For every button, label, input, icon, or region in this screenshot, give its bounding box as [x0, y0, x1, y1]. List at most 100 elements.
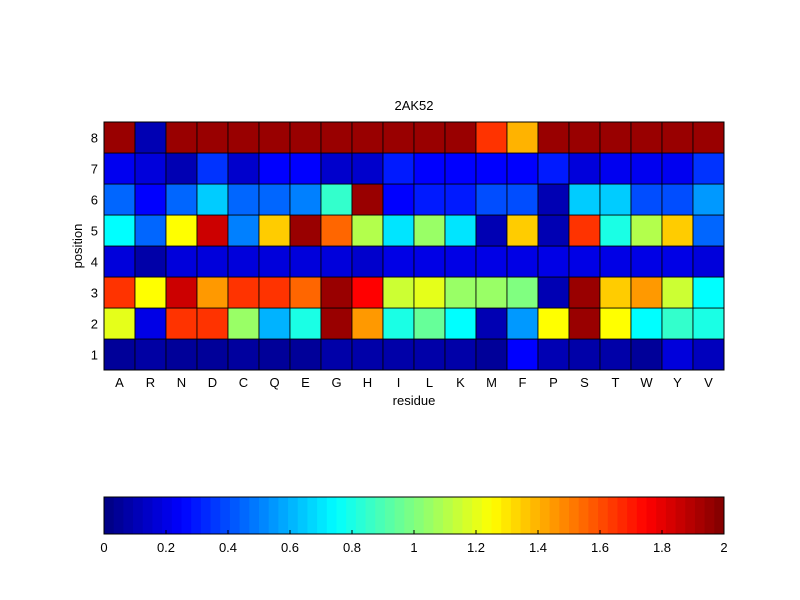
- heatmap-cell: [630, 152, 663, 185]
- heatmap-cell: [351, 214, 384, 247]
- heatmap-cell: [227, 183, 260, 216]
- x-tick-label: F: [519, 375, 527, 390]
- heatmap-cell: [134, 152, 167, 185]
- colorbar-swatch: [472, 497, 483, 534]
- colorbar-tick-label: 0: [100, 540, 107, 555]
- colorbar-swatch: [443, 497, 454, 534]
- heatmap-cell: [568, 307, 601, 340]
- heatmap-cell: [506, 276, 539, 309]
- colorbar-tick-label: 0.4: [219, 540, 237, 555]
- heatmap-cell: [506, 152, 539, 185]
- colorbar-tick-labels: 0 0.2 0.4 0.6 0.8 1 1.2 1.4 1.6 1.8 2: [100, 530, 728, 555]
- heatmap-cell: [258, 183, 291, 216]
- colorbar-tick-label: 1.2: [467, 540, 485, 555]
- colorbar-swatch: [646, 497, 657, 534]
- heatmap-cell: [351, 183, 384, 216]
- heatmap-cell: [134, 121, 167, 154]
- heatmap-cell: [351, 245, 384, 278]
- heatmap-cell: [661, 152, 694, 185]
- heatmap-cell: [196, 245, 229, 278]
- heatmap-cell: [258, 338, 291, 371]
- heatmap-cell: [382, 338, 415, 371]
- heatmap-cell: [661, 183, 694, 216]
- heatmap-cell: [227, 245, 260, 278]
- heatmap-cell: [599, 152, 632, 185]
- heatmap-cell: [196, 121, 229, 154]
- heatmap-cell: [630, 121, 663, 154]
- heatmap-cell: [165, 338, 198, 371]
- colorbar-swatch: [569, 497, 580, 534]
- colorbar-swatch: [191, 497, 202, 534]
- heatmap-cell: [165, 307, 198, 340]
- heatmap-cell: [165, 276, 198, 309]
- heatmap-cell: [444, 214, 477, 247]
- colorbar-swatch: [288, 497, 299, 534]
- y-tick-label: 1: [91, 348, 98, 363]
- heatmap-cell: [599, 121, 632, 154]
- heatmap-cell: [568, 214, 601, 247]
- heatmap-cell: [661, 338, 694, 371]
- heatmap-cell: [661, 245, 694, 278]
- colorbar-swatch: [617, 497, 628, 534]
- y-axis-label: position: [70, 224, 85, 269]
- colorbar-swatch: [268, 497, 279, 534]
- y-tick-label: 6: [91, 193, 98, 208]
- heatmap-cell: [599, 245, 632, 278]
- colorbar-swatch: [142, 497, 153, 534]
- colorbar-swatch: [607, 497, 618, 534]
- colorbar-tick-label: 1: [410, 540, 417, 555]
- heatmap-cell: [289, 121, 322, 154]
- colorbar-swatch: [685, 497, 696, 534]
- heatmap-cell: [692, 214, 725, 247]
- heatmap-cell: [289, 338, 322, 371]
- heatmap-cell: [568, 152, 601, 185]
- heatmap-cell: [475, 276, 508, 309]
- heatmap-cell: [413, 338, 446, 371]
- heatmap-cell: [320, 245, 353, 278]
- colorbar-swatch: [249, 497, 260, 534]
- heatmap-cell: [444, 152, 477, 185]
- heatmap-cell: [382, 245, 415, 278]
- x-tick-label: A: [115, 375, 124, 390]
- heatmap-cell: [506, 338, 539, 371]
- x-tick-label: R: [146, 375, 155, 390]
- colorbar-tick-label: 2: [720, 540, 727, 555]
- chart-title: 2AK52: [394, 98, 433, 113]
- colorbar-tick-label: 1.6: [591, 540, 609, 555]
- colorbar-swatch: [530, 497, 541, 534]
- heatmap-cell: [320, 307, 353, 340]
- heatmap-cell: [568, 338, 601, 371]
- heatmap-cell: [289, 183, 322, 216]
- heatmap-cell: [630, 307, 663, 340]
- heatmap-cell: [165, 245, 198, 278]
- x-tick-label: N: [177, 375, 186, 390]
- heatmap-cell: [444, 276, 477, 309]
- heatmap-cell: [692, 183, 725, 216]
- colorbar-swatch: [452, 497, 463, 534]
- heatmap-cell: [320, 338, 353, 371]
- y-tick-label: 3: [91, 286, 98, 301]
- colorbar-swatch: [501, 497, 512, 534]
- heatmap-cell: [599, 183, 632, 216]
- heatmap-cell: [227, 152, 260, 185]
- x-tick-label: S: [580, 375, 589, 390]
- heatmap-cell: [134, 307, 167, 340]
- colorbar-swatch: [326, 497, 337, 534]
- colorbar-swatch: [133, 497, 144, 534]
- x-tick-label: L: [426, 375, 433, 390]
- colorbar-swatch: [588, 497, 599, 534]
- heatmap-frame: [103, 121, 725, 371]
- colorbar-swatch: [171, 497, 182, 534]
- colorbar-swatch: [317, 497, 328, 534]
- heatmap-cell: [382, 276, 415, 309]
- heatmap-cell: [568, 183, 601, 216]
- heatmap-cell: [382, 183, 415, 216]
- heatmap-cell: [599, 338, 632, 371]
- heatmap-cell: [537, 214, 570, 247]
- x-tick-label: E: [301, 375, 310, 390]
- heatmap-cell: [537, 121, 570, 154]
- heatmap-cell: [692, 121, 725, 154]
- heatmap-cell: [289, 245, 322, 278]
- heatmap-cell: [134, 183, 167, 216]
- heatmap-cell: [382, 152, 415, 185]
